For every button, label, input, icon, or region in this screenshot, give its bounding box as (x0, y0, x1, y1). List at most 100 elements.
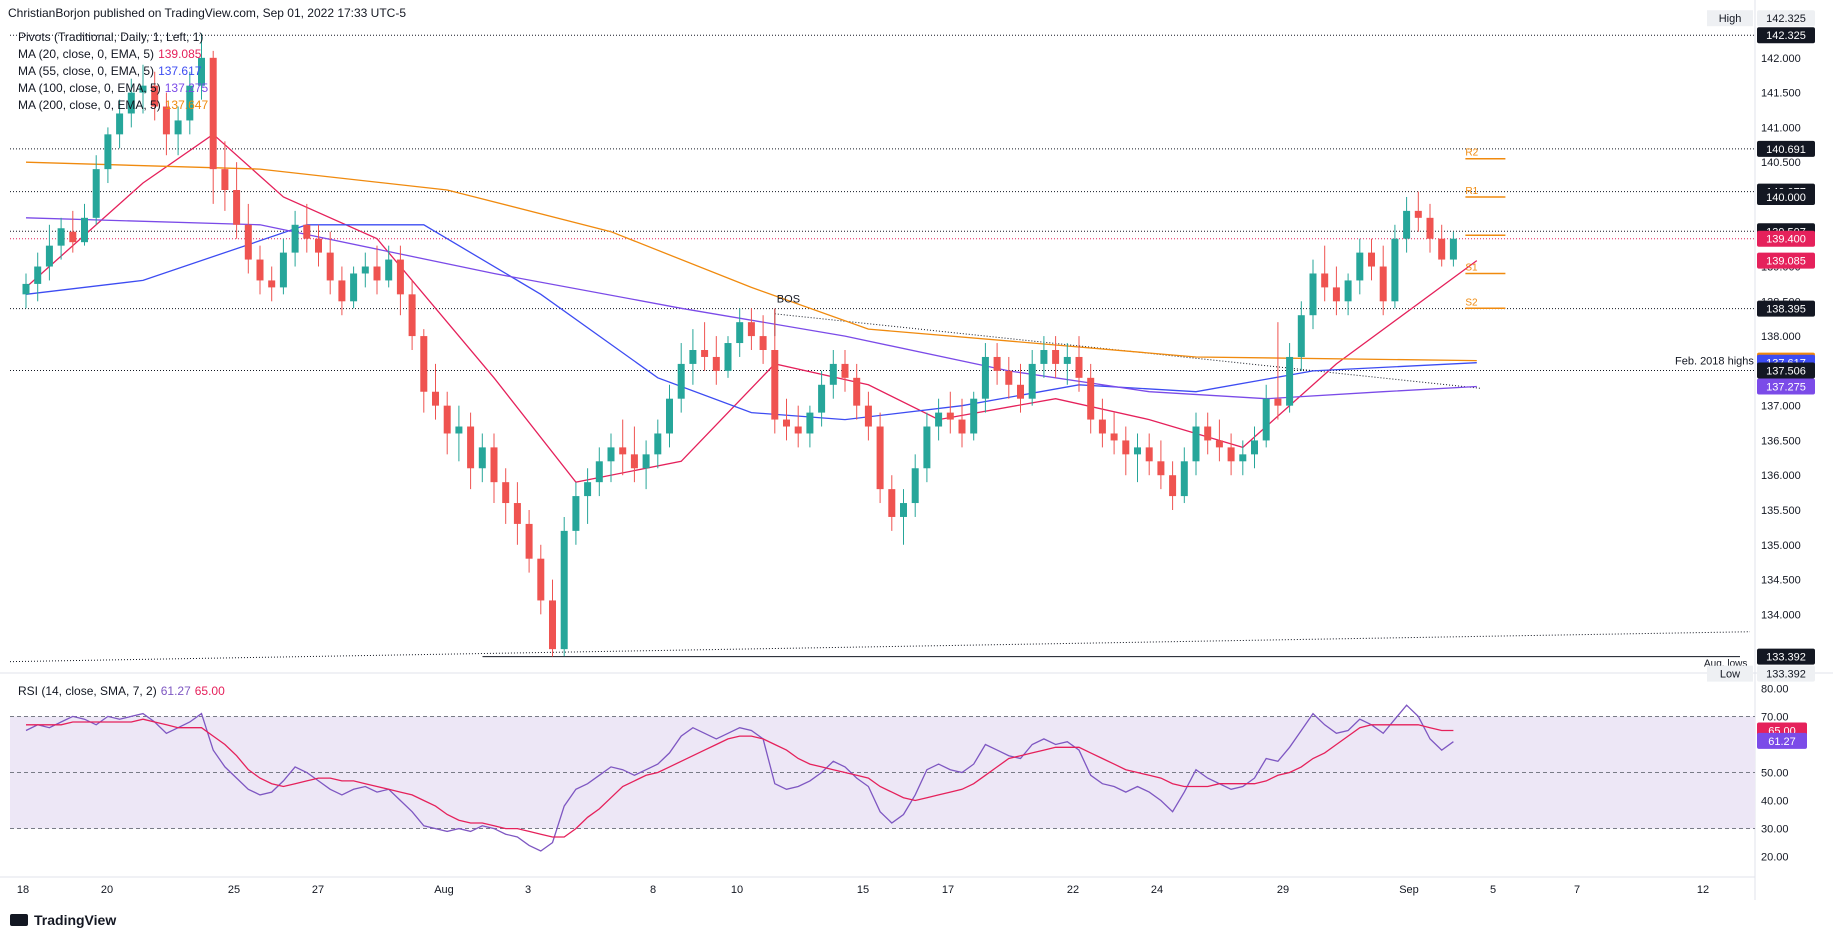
candle-body (57, 228, 65, 246)
candle-body (1403, 210, 1411, 239)
candle-body (1449, 238, 1457, 260)
rsi-tag-bg (1757, 732, 1807, 749)
tradingview-logo[interactable]: TradingView (10, 912, 116, 928)
price-tick-label: 142.000 (1761, 53, 1801, 65)
price-tick-label: 141.000 (1761, 122, 1801, 134)
candle-body (478, 447, 486, 469)
feb-highs-annotation: Feb. 2018 highs (1675, 355, 1754, 367)
level-tag-value: 142.325 (1766, 13, 1806, 25)
candle-body (209, 57, 217, 170)
candle-body (233, 190, 241, 225)
rsi-tick-label: 80.00 (1761, 683, 1789, 695)
candle-body (338, 280, 346, 302)
candle-body (1239, 454, 1247, 462)
indicator-name: MA (100, close, 0, EMA, 5) (18, 81, 161, 95)
candle-body (560, 530, 568, 650)
time-tick-label: 18 (17, 884, 29, 896)
candle-body (864, 405, 872, 427)
price-tick-label: 141.500 (1761, 88, 1801, 100)
level-tag-bg (1757, 188, 1815, 205)
rsi-tag-value: 61.27 (1768, 736, 1796, 748)
candle-body (1098, 419, 1106, 434)
candle-body (1426, 217, 1434, 239)
rsi-legend[interactable]: RSI (14, close, SMA, 7, 2) 61.27 65.00 (18, 684, 225, 698)
candle-body (1017, 384, 1024, 399)
candle-body (993, 356, 1001, 371)
time-tick-label: 29 (1277, 884, 1289, 896)
level-tag-bg (1757, 252, 1815, 269)
rsi-ma-value: 65.00 (194, 684, 225, 698)
candle-body (315, 238, 322, 253)
candle-body (1309, 273, 1317, 316)
candle-body (455, 426, 463, 434)
candle-body (876, 426, 884, 490)
candle-body (1274, 398, 1282, 406)
price-tick-label: 136.500 (1761, 435, 1801, 447)
price-tick-label: 135.500 (1761, 505, 1801, 517)
indicator-legend-1[interactable]: MA (20, close, 0, EMA, 5) 139.085 (18, 47, 201, 61)
rsi-tick-label: 20.00 (1761, 852, 1789, 864)
candle-body (818, 384, 826, 413)
candle-body (1321, 273, 1329, 288)
candle-body (1368, 252, 1375, 267)
candle-body (198, 57, 205, 86)
candle-body (724, 343, 732, 371)
candle-body (174, 120, 182, 135)
candle-body (1075, 356, 1083, 378)
candle-body (794, 426, 802, 434)
indicator-legend-3[interactable]: MA (100, close, 0, EMA, 5) 137.275 (18, 81, 208, 95)
candle-body (326, 252, 334, 281)
indicator-name: MA (200, close, 0, EMA, 5) (18, 98, 161, 112)
candle-body (619, 447, 627, 455)
candle-body (279, 252, 287, 288)
candle-body (116, 113, 124, 135)
publisher-line: ChristianBorjon published on TradingView… (8, 6, 407, 20)
indicator-value: 139.085 (158, 47, 202, 61)
candle-body (736, 322, 744, 344)
candle-body (1356, 252, 1364, 281)
candle-body (689, 350, 697, 364)
price-tick-label: 140.500 (1761, 157, 1801, 169)
candle-body (45, 245, 53, 267)
time-tick-label: 25 (228, 884, 240, 896)
level-tag-bg (1757, 300, 1815, 317)
candle-body (712, 356, 720, 371)
level-tag-bg (1757, 140, 1815, 157)
time-tick-label: 8 (650, 884, 656, 896)
candle-body (806, 412, 814, 434)
candle-body (1087, 377, 1095, 420)
candle-body (291, 224, 299, 253)
time-tick-label: 24 (1151, 884, 1163, 896)
candle-body (666, 398, 673, 434)
aug-lows-annotation: Aug. lows (1704, 659, 1747, 670)
candle-body (1192, 426, 1200, 462)
rsi-tick-label: 30.00 (1761, 824, 1789, 836)
candle-body (759, 336, 767, 350)
indicator-legend-0[interactable]: Pivots (Traditional, Daily, 1, Left, 1) (18, 30, 203, 44)
indicator-value: 137.617 (158, 64, 202, 78)
candle-body (1262, 398, 1270, 441)
candle-body (1215, 440, 1223, 448)
candle-body (1157, 461, 1165, 476)
candle-body (22, 283, 30, 295)
brand-name: TradingView (34, 912, 117, 928)
candle-body (1251, 440, 1258, 455)
candle-body (221, 169, 229, 190)
time-tick-label: 27 (312, 884, 324, 896)
candle-body (162, 106, 170, 135)
level-tag-value: 138.395 (1766, 304, 1806, 316)
candle-body (1180, 461, 1188, 497)
candle-body (607, 447, 615, 462)
price-tick-label: 137.000 (1761, 401, 1801, 413)
candle-body (630, 454, 638, 469)
indicator-legend-4[interactable]: MA (200, close, 0, EMA, 5) 137.647 (18, 98, 208, 112)
candle-body (350, 273, 358, 302)
indicator-name: MA (55, close, 0, EMA, 5) (18, 64, 155, 78)
candle-body (888, 489, 896, 517)
indicator-legend-2[interactable]: MA (55, close, 0, EMA, 5) 137.617 (18, 64, 201, 78)
level-tag-value: 140.000 (1766, 192, 1806, 204)
candle-body (81, 217, 88, 243)
candle-body (268, 280, 276, 288)
candle-body (935, 412, 943, 427)
